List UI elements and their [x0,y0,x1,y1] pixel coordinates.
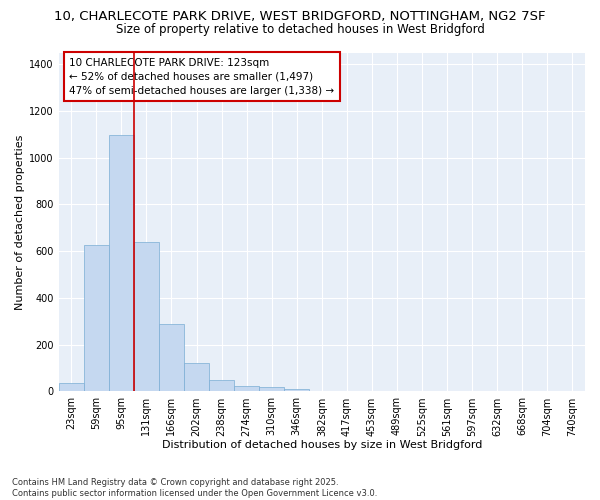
Bar [209,380,234,392]
Bar [109,136,134,392]
Text: Contains HM Land Registry data © Crown copyright and database right 2025.
Contai: Contains HM Land Registry data © Crown c… [12,478,377,498]
Text: Size of property relative to detached houses in West Bridgford: Size of property relative to detached ho… [116,22,484,36]
Bar [259,387,284,392]
Bar [134,242,159,392]
Bar [184,364,209,392]
Text: 10 CHARLECOTE PARK DRIVE: 123sqm
← 52% of detached houses are smaller (1,497)
47: 10 CHARLECOTE PARK DRIVE: 123sqm ← 52% o… [69,58,334,96]
Y-axis label: Number of detached properties: Number of detached properties [15,134,25,310]
Bar [284,389,309,392]
Text: 10, CHARLECOTE PARK DRIVE, WEST BRIDGFORD, NOTTINGHAM, NG2 7SF: 10, CHARLECOTE PARK DRIVE, WEST BRIDGFOR… [54,10,546,23]
Bar [59,384,84,392]
X-axis label: Distribution of detached houses by size in West Bridgford: Distribution of detached houses by size … [161,440,482,450]
Bar [159,324,184,392]
Bar [84,246,109,392]
Bar [234,386,259,392]
